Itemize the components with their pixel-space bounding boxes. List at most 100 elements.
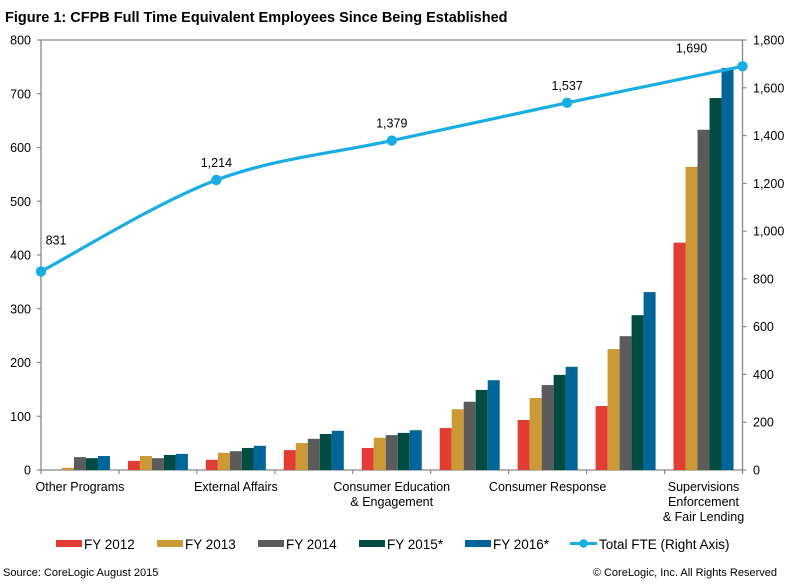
copyright-note: © CoreLogic, Inc. All Rights Reserved: [593, 567, 777, 579]
bar: [253, 445, 266, 470]
bar: [241, 447, 254, 470]
bar: [373, 437, 386, 470]
bar: [565, 366, 578, 470]
bar: [673, 242, 686, 470]
bar: [439, 428, 452, 470]
category-label: Other Programs: [36, 480, 125, 494]
bar: [697, 129, 710, 470]
legend-swatch: [359, 540, 385, 547]
category-label: Enforcement: [668, 495, 739, 509]
bar: [529, 397, 542, 470]
left-axis-tick-label: 300: [10, 302, 31, 316]
bar-series-fy-2016: [97, 67, 734, 470]
left-axis-tick-label: 700: [10, 87, 31, 101]
left-axis-tick-label: 500: [10, 195, 31, 209]
bar: [517, 420, 530, 470]
bar: [463, 401, 476, 470]
bar: [451, 409, 464, 470]
bar: [73, 457, 86, 470]
bar: [127, 460, 140, 470]
category-label: & Engagement: [350, 495, 433, 509]
bar: [163, 454, 176, 470]
legend-item: FY 2013: [157, 537, 236, 552]
right-axis-tick-label: 1,800: [753, 34, 784, 48]
bar: [97, 456, 110, 470]
bar: [229, 451, 242, 470]
bar: [619, 336, 632, 470]
total-fte-marker: [35, 266, 47, 277]
left-axis-tick-label: 600: [10, 141, 31, 155]
right-axis-tick-label: 600: [753, 320, 774, 334]
bar: [361, 447, 374, 470]
bar: [709, 98, 722, 471]
category-label: Consumer Response: [489, 480, 606, 494]
bar: [307, 438, 320, 470]
legend-swatch: [56, 540, 82, 547]
legend-label: FY 2014: [286, 537, 337, 552]
total-fte-line: [40, 64, 743, 273]
bar: [553, 374, 566, 470]
legend-label: FY 2013: [185, 537, 236, 552]
total-fte-data-label: 831: [46, 233, 67, 247]
bar-series-fy-2012: [127, 242, 686, 470]
legend-item: FY 2012: [56, 537, 135, 552]
total-fte-marker: [561, 97, 573, 109]
left-axis-tick-label: 0: [24, 464, 31, 478]
legend-swatch: [157, 540, 183, 547]
bar: [487, 380, 500, 470]
total-fte-data-label: 1,379: [376, 117, 407, 131]
right-axis-tick-label: 200: [753, 416, 774, 430]
bar: [217, 452, 230, 470]
legend-item-line: Total FTE (Right Axis): [570, 537, 730, 552]
left-axis-tick-label: 100: [10, 410, 31, 424]
legend-label: FY 2016*: [493, 537, 550, 552]
legend-line-marker: [579, 539, 588, 548]
source-note: Source: CoreLogic August 2015: [3, 567, 158, 579]
line-series-group: 831 1,214 1,379 1,537 1,690: [35, 41, 748, 277]
legend-swatch: [258, 540, 284, 547]
chart-title: Figure 1: CFPB Full Time Equivalent Empl…: [5, 10, 508, 26]
category-label: External Affairs: [194, 480, 278, 494]
bar: [175, 453, 188, 470]
left-axis-tick-label: 800: [10, 34, 31, 48]
right-axis-tick-label: 1,400: [753, 129, 784, 143]
bar: [595, 406, 608, 470]
right-axis-tick-label: 1,000: [753, 225, 784, 239]
bar: [61, 467, 74, 470]
bar: [85, 458, 98, 470]
bar: [721, 67, 734, 470]
total-fte-marker: [211, 174, 222, 186]
bar: [397, 432, 410, 470]
right-axis-tick-label: 0: [753, 464, 760, 478]
legend-label: Total FTE (Right Axis): [599, 537, 730, 552]
legend-label: FY 2015*: [387, 537, 444, 552]
category-label: Consumer Education: [333, 480, 450, 494]
left-axis-tick-label: 200: [10, 356, 31, 370]
legend-label: FY 2012: [84, 537, 135, 552]
bar: [319, 433, 332, 470]
total-fte-marker: [386, 135, 397, 146]
right-axis-tick-label: 400: [753, 368, 774, 382]
bar: [541, 385, 554, 470]
bar: [631, 315, 644, 470]
right-axis-tick-label: 800: [753, 272, 774, 286]
total-fte-data-label: 1,690: [676, 41, 707, 55]
bar: [475, 389, 488, 470]
bar: [205, 459, 218, 470]
legend-item: FY 2015*: [359, 537, 444, 552]
bar: [331, 430, 344, 470]
bar: [643, 292, 656, 470]
category-label: Supervisions: [668, 480, 740, 494]
right-axis-tick-label: 1,600: [753, 81, 784, 95]
legend-item: FY 2014: [258, 537, 337, 552]
bar: [151, 458, 164, 470]
bar: [385, 435, 398, 470]
bar: [607, 349, 620, 470]
category-label: & Fair Lending: [663, 510, 744, 524]
total-fte-data-label: 1,214: [201, 156, 232, 170]
bar: [283, 450, 296, 470]
total-fte-data-label: 1,537: [551, 79, 582, 93]
legend: FY 2012 FY 2013 FY 2014 FY 2015* FY 2016* Tot…: [56, 537, 730, 552]
legend-item: FY 2016*: [465, 537, 550, 552]
